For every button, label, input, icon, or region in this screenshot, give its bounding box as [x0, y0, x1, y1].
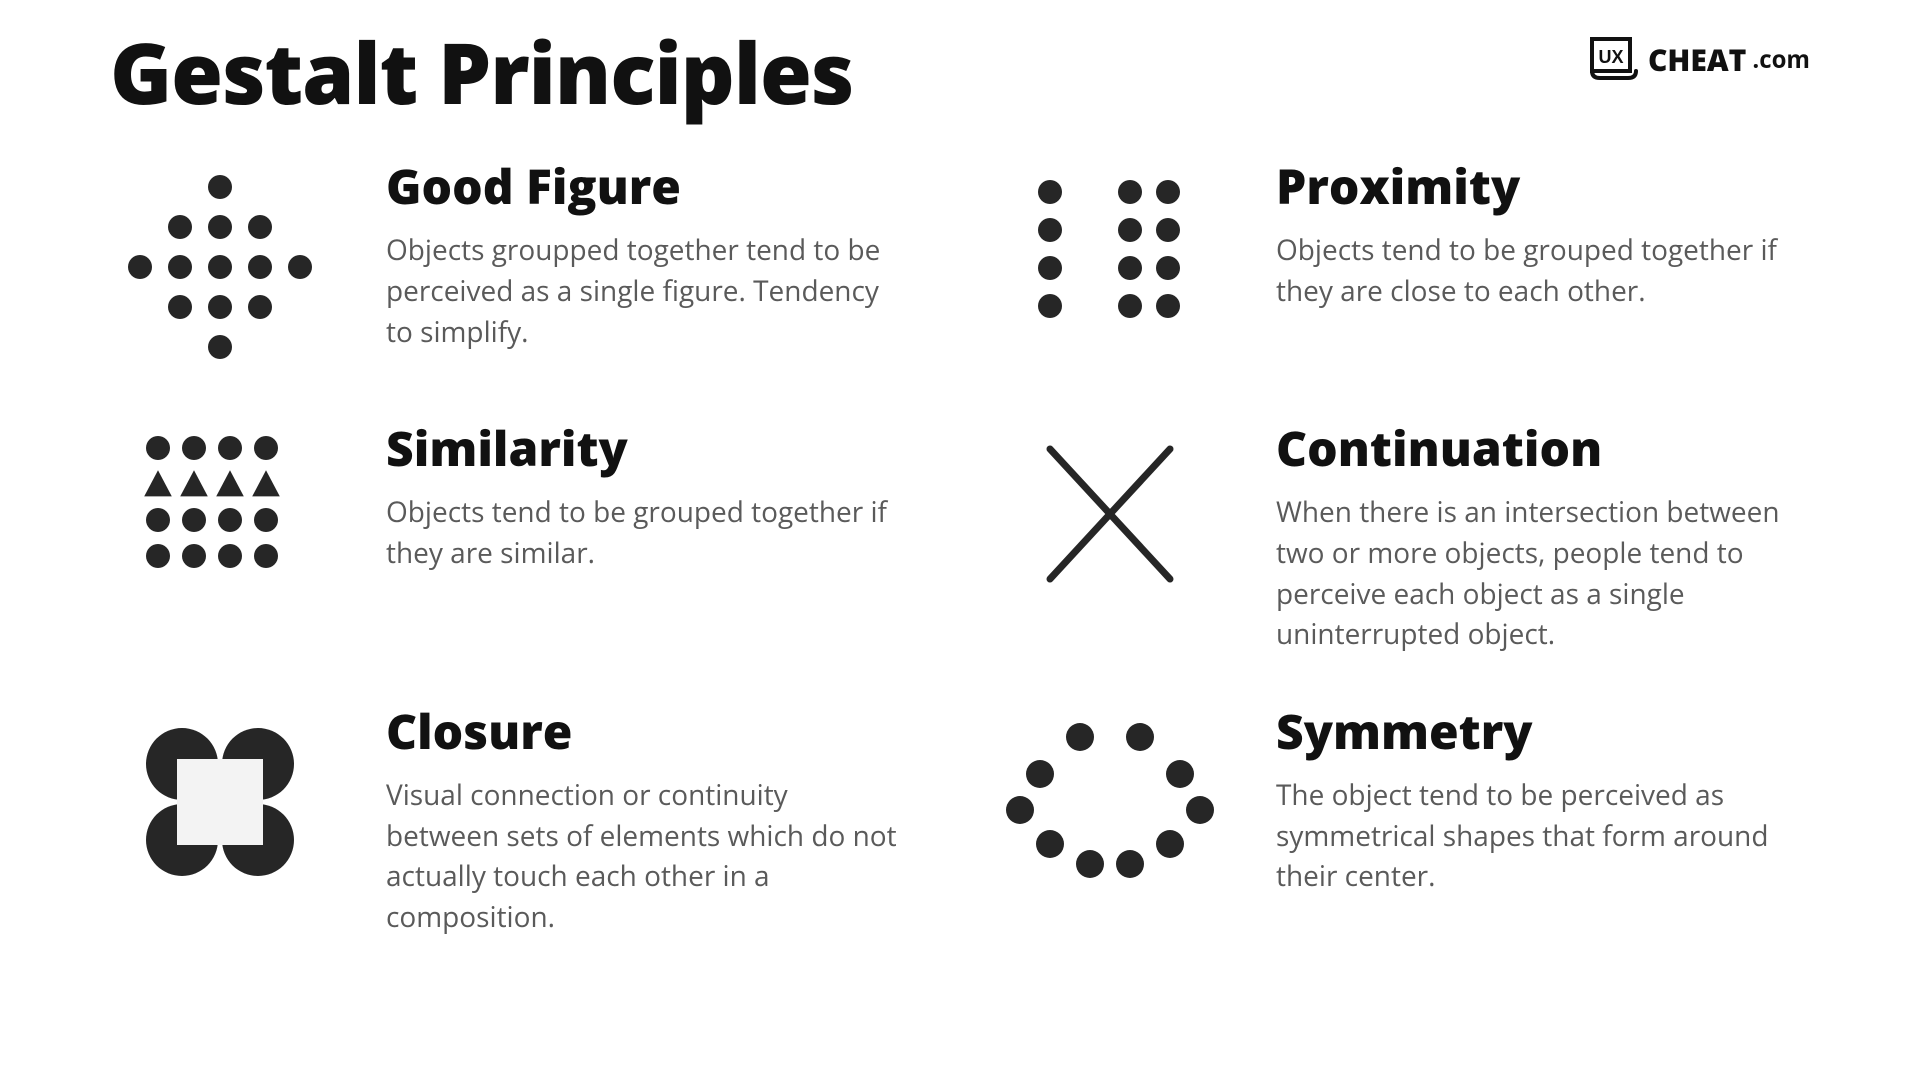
- card-closure: Closure Visual connection or continuity …: [110, 707, 920, 938]
- header: Gestalt Principles UX CHEAT.com: [110, 30, 1810, 114]
- card-text-similarity: Similarity Objects tend to be grouped to…: [386, 424, 920, 574]
- logo-icon: UX: [1588, 36, 1642, 82]
- card-proximity: Proximity Objects tend to be grouped tog…: [1000, 162, 1810, 372]
- card-symmetry: Symmetry The object tend to be perceived…: [1000, 707, 1810, 938]
- card-title: Symmetry: [1276, 707, 1810, 757]
- illustration-good-figure: [110, 162, 330, 372]
- principles-grid: Good Figure Objects groupped together te…: [110, 162, 1810, 938]
- illustration-symmetry: [1000, 707, 1220, 917]
- card-desc: Objects tend to be grouped together if t…: [1276, 230, 1796, 311]
- card-good-figure: Good Figure Objects groupped together te…: [110, 162, 920, 372]
- card-title: Proximity: [1276, 162, 1810, 212]
- card-desc: The object tend to be perceived as symme…: [1276, 775, 1796, 897]
- card-desc: Objects tend to be grouped together if t…: [386, 492, 906, 573]
- logo-brand-text: CHEAT: [1648, 39, 1746, 80]
- card-desc: Visual connection or continuity between …: [386, 775, 906, 937]
- brand-logo: UX CHEAT.com: [1588, 36, 1810, 82]
- card-text-closure: Closure Visual connection or continuity …: [386, 707, 920, 938]
- illustration-closure: [110, 707, 330, 917]
- illustration-similarity: [110, 424, 330, 634]
- card-desc: When there is an intersection between tw…: [1276, 492, 1796, 654]
- card-continuation: Continuation When there is an intersecti…: [1000, 424, 1810, 655]
- card-title: Similarity: [386, 424, 920, 474]
- svg-text:UX: UX: [1598, 47, 1623, 67]
- card-similarity: Similarity Objects tend to be grouped to…: [110, 424, 920, 655]
- logo-domain-text: .com: [1752, 43, 1810, 76]
- card-text-continuation: Continuation When there is an intersecti…: [1276, 424, 1810, 655]
- page-title: Gestalt Principles: [110, 30, 853, 114]
- card-title: Closure: [386, 707, 920, 757]
- illustration-proximity: [1000, 162, 1220, 372]
- card-title: Good Figure: [386, 162, 920, 212]
- card-text-proximity: Proximity Objects tend to be grouped tog…: [1276, 162, 1810, 312]
- illustration-continuation: [1000, 424, 1220, 634]
- card-text-symmetry: Symmetry The object tend to be perceived…: [1276, 707, 1810, 897]
- card-title: Continuation: [1276, 424, 1810, 474]
- card-desc: Objects groupped together tend to be per…: [386, 230, 906, 352]
- card-text-good-figure: Good Figure Objects groupped together te…: [386, 162, 920, 352]
